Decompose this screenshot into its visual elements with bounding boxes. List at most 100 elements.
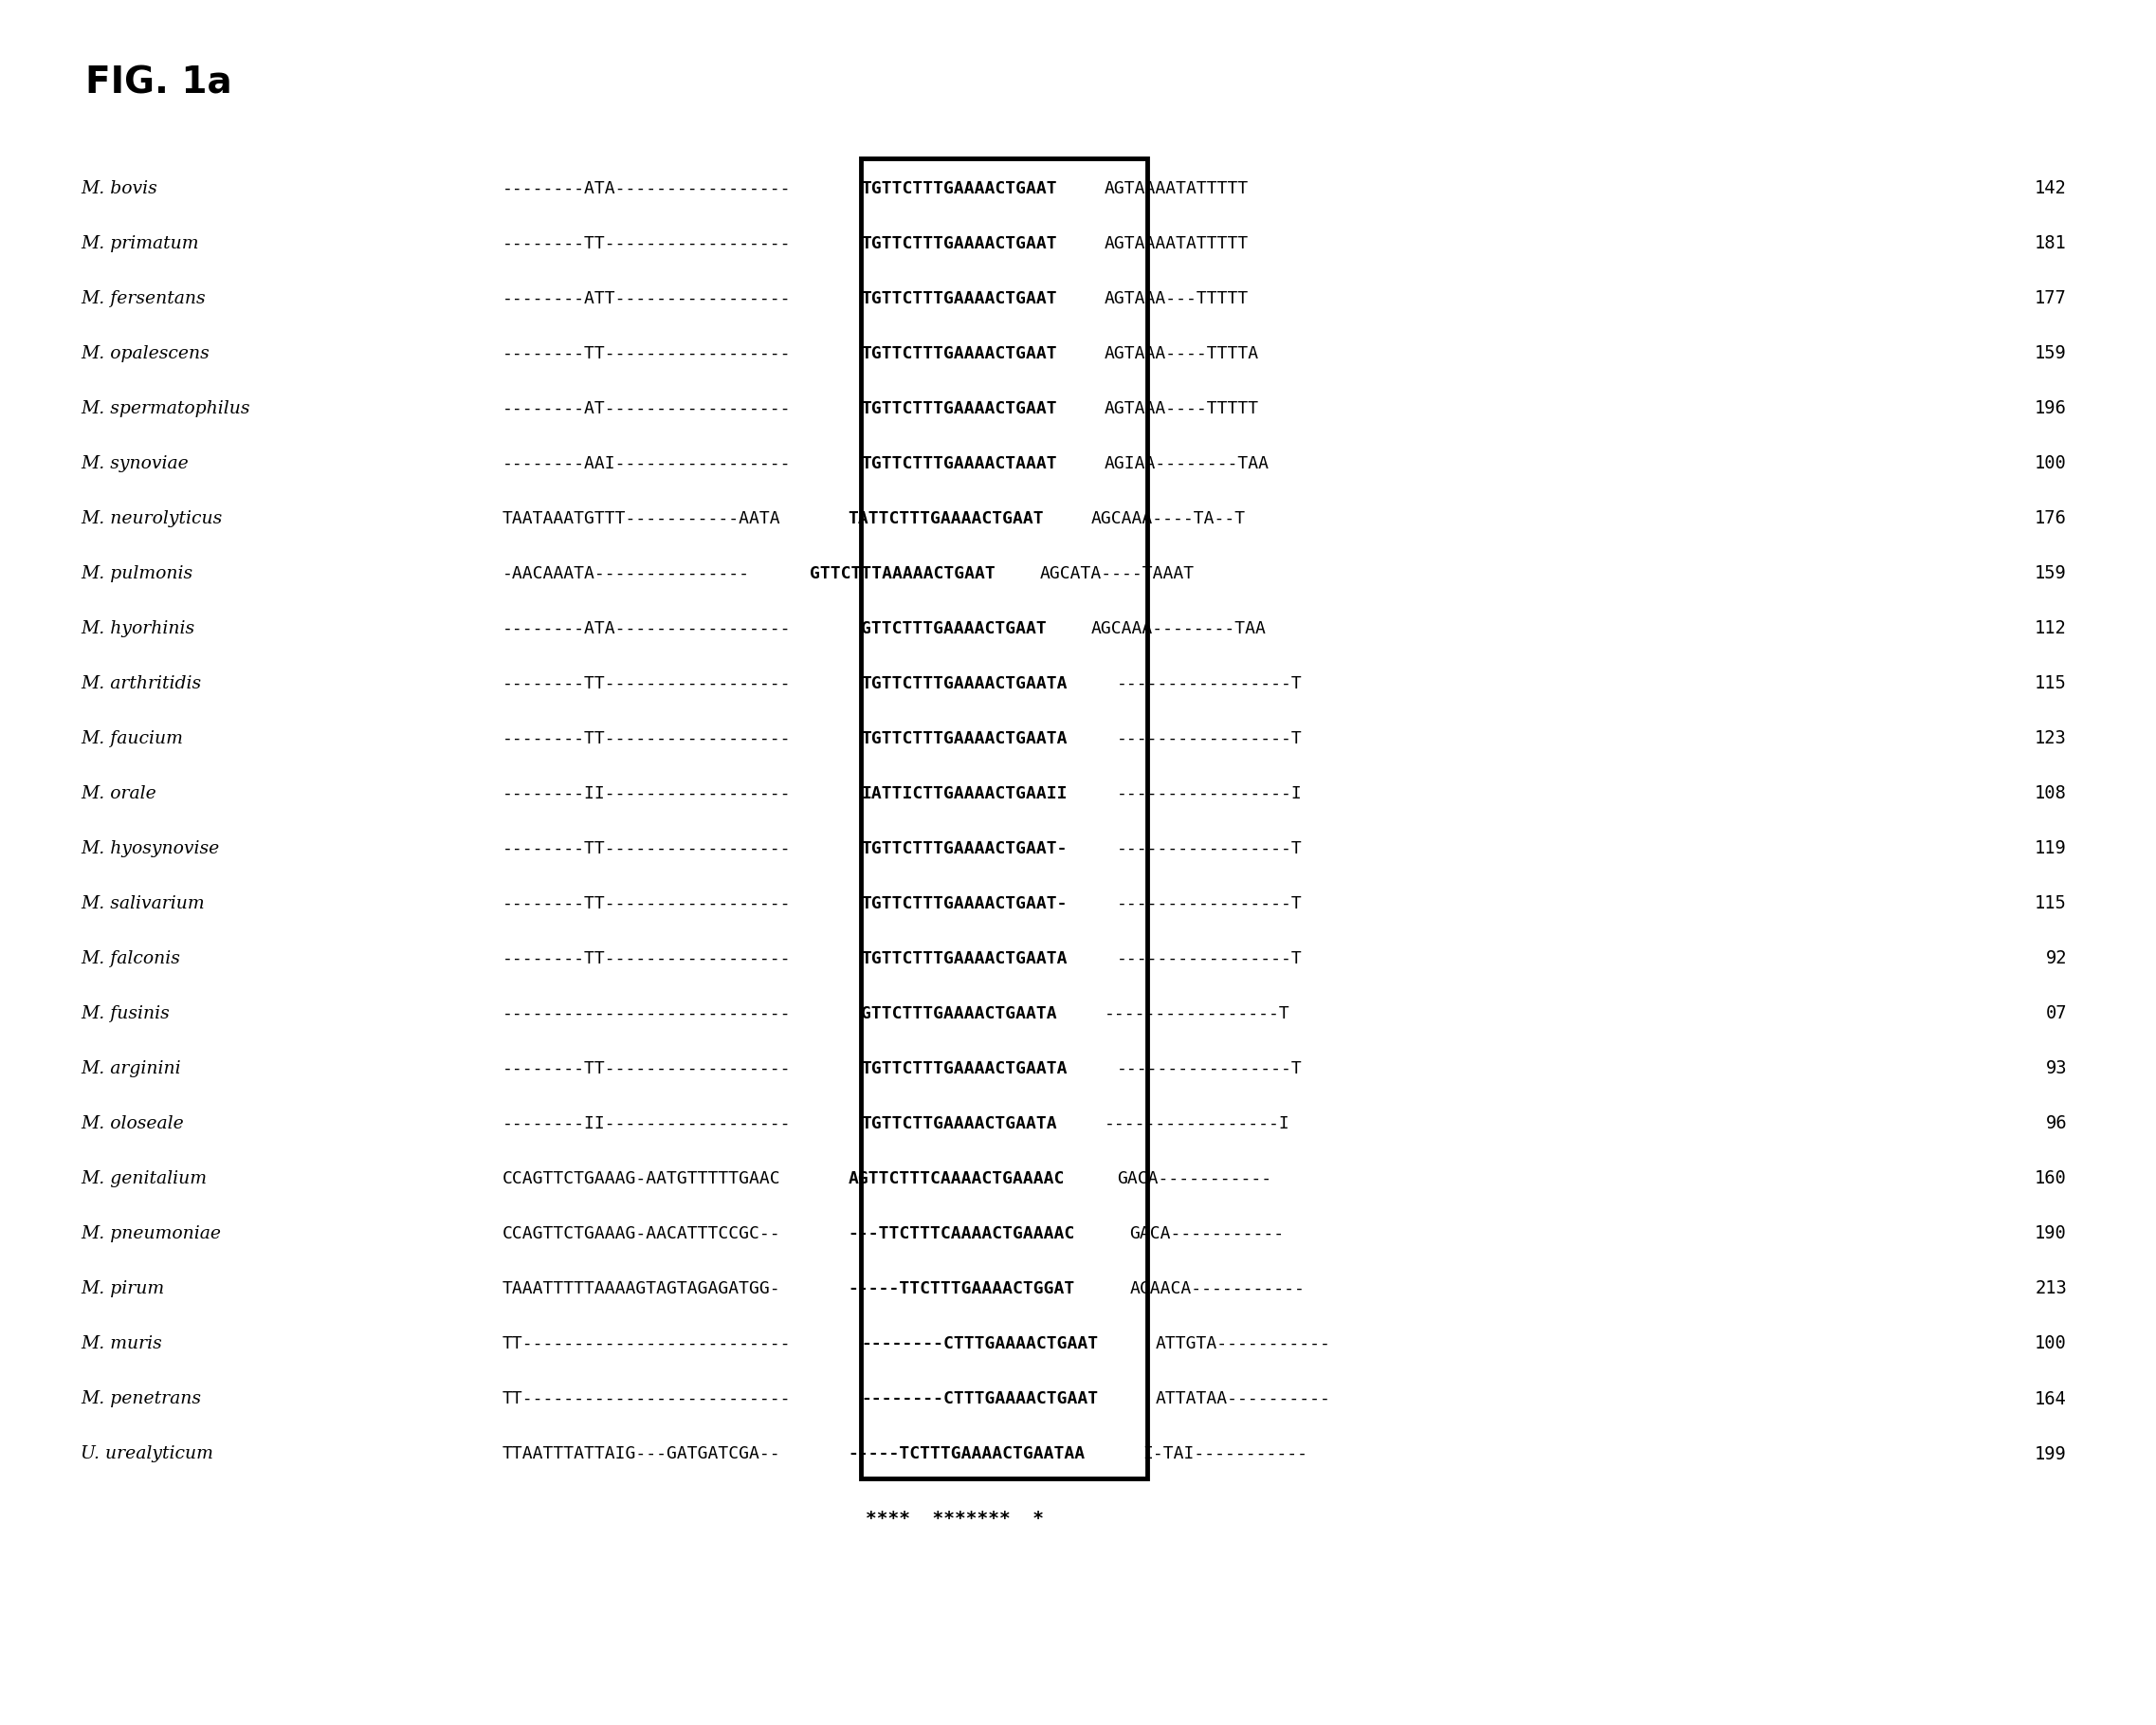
Text: 164: 164 [2035,1390,2068,1408]
Text: 112: 112 [2035,619,2068,638]
Text: AGCAAA--------TAA: AGCAAA--------TAA [1091,621,1266,637]
Text: M. pneumoniae: M. pneumoniae [80,1225,220,1242]
Text: M. hyosynovise: M. hyosynovise [80,840,220,857]
Text: 213: 213 [2035,1280,2068,1297]
Text: M. faucium: M. faucium [80,730,183,747]
Text: GACA-----------: GACA----------- [1130,1225,1285,1242]
Text: GTTCTTTGAAAACTGAAT: GTTCTTTGAAAACTGAAT [860,621,1046,637]
Text: M. salivarium: M. salivarium [80,895,205,913]
Text: AGTAAA----TTTTA: AGTAAA----TTTTA [1104,345,1259,362]
Text: AGTAAA----TTTTT: AGTAAA----TTTTT [1104,400,1259,417]
Text: --------II------------------: --------II------------------ [502,1116,791,1132]
Text: --------II------------------: --------II------------------ [502,785,791,802]
Text: M. spermatophilus: M. spermatophilus [80,400,250,417]
Text: 96: 96 [2046,1114,2068,1133]
Text: IATTICTTGAAAACTGAAII: IATTICTTGAAAACTGAAII [860,785,1067,802]
Text: M. bovis: M. bovis [80,179,157,197]
Text: 07: 07 [2046,1004,2068,1023]
Text: 190: 190 [2035,1225,2068,1242]
Text: 115: 115 [2035,674,2068,693]
Text: M. falconis: M. falconis [80,950,179,968]
Text: TGTTCTTTGAAAACTGAAT: TGTTCTTTGAAAACTGAAT [860,235,1056,252]
Text: TTAATTTATTAIG---GATGATCGA--: TTAATTTATTAIG---GATGATCGA-- [502,1446,780,1463]
Text: -----------------T: -----------------T [1117,895,1302,913]
Text: TGTTCTTTGAAAACTGAATA: TGTTCTTTGAAAACTGAATA [860,950,1067,968]
Text: GTTCTTTAAAAACTGAAT: GTTCTTTAAAAACTGAAT [811,566,996,583]
Text: ---TTCTTTCAAAACTGAAAAC: ---TTCTTTCAAAACTGAAAAC [847,1225,1076,1242]
Text: M. synoviae: M. synoviae [80,455,188,473]
Text: M. muris: M. muris [80,1335,162,1352]
Text: --------ATA-----------------: --------ATA----------------- [502,621,791,637]
Text: 159: 159 [2035,564,2068,583]
Text: GTTCTTTGAAAACTGAATA: GTTCTTTGAAAACTGAATA [860,1006,1056,1023]
Bar [860,159,1147,1478]
Text: AGTAAAATATTTTT: AGTAAAATATTTTT [1104,179,1248,197]
Text: TGTTCTTTGAAAACTGAAT: TGTTCTTTGAAAACTGAAT [860,290,1056,307]
Text: 142: 142 [2035,179,2068,198]
Text: -----------------T: -----------------T [1117,950,1302,968]
Text: -----------------I: -----------------I [1104,1116,1289,1132]
Text: AGTAAAATATTTTT: AGTAAAATATTTTT [1104,235,1248,252]
Text: -----------------T: -----------------T [1104,1006,1289,1023]
Text: TGTTCTTTGAAAACTGAAT: TGTTCTTTGAAAACTGAAT [860,179,1056,197]
Text: 196: 196 [2035,400,2068,417]
Text: 93: 93 [2046,1059,2068,1078]
Text: TGTTCTTTGAAAACTGAAT: TGTTCTTTGAAAACTGAAT [860,345,1056,362]
Text: ----------------------------: ---------------------------- [502,1006,791,1023]
Text: U. urealyticum: U. urealyticum [80,1446,213,1463]
Text: 119: 119 [2035,840,2068,857]
Text: TAAATTTTTAAAAGTAGTAGAGATGG-: TAAATTTTTAAAAGTAGTAGAGATGG- [502,1280,780,1297]
Text: M. oloseale: M. oloseale [80,1116,183,1132]
Text: TT--------------------------: TT-------------------------- [502,1390,791,1408]
Text: M. hyorhinis: M. hyorhinis [80,621,194,637]
Text: AGCAAA----TA--T: AGCAAA----TA--T [1091,511,1246,528]
Text: M. neurolyticus: M. neurolyticus [80,511,222,528]
Text: ATTGTA-----------: ATTGTA----------- [1156,1335,1330,1352]
Text: TGTTCTTGAAAACTGAATA: TGTTCTTGAAAACTGAATA [860,1116,1056,1132]
Text: CCAGTTCTGAAAG-AACATTTCCGC--: CCAGTTCTGAAAG-AACATTTCCGC-- [502,1225,780,1242]
Text: TGTTCTTTGAAAACTGAATA: TGTTCTTTGAAAACTGAATA [860,1061,1067,1078]
Text: --------TT------------------: --------TT------------------ [502,730,791,747]
Text: -----------------I: -----------------I [1117,785,1302,802]
Text: TAATAAATGTTT-----------AATA: TAATAAATGTTT-----------AATA [502,511,780,528]
Text: -----------------T: -----------------T [1117,674,1302,692]
Text: --------TT------------------: --------TT------------------ [502,674,791,692]
Text: ****  *******  *: **** ******* * [865,1509,1044,1527]
Text: 159: 159 [2035,345,2068,362]
Text: --------AAI-----------------: --------AAI----------------- [502,455,791,473]
Text: 160: 160 [2035,1170,2068,1189]
Text: 108: 108 [2035,785,2068,802]
Text: AGCATA----TAAAT: AGCATA----TAAAT [1039,566,1194,583]
Text: --------TT------------------: --------TT------------------ [502,235,791,252]
Text: TGTTCTTTGAAAACTGAATA: TGTTCTTTGAAAACTGAATA [860,730,1067,747]
Text: TGTTCTTTGAAAACTGAAT: TGTTCTTTGAAAACTGAAT [860,400,1056,417]
Text: M. pulmonis: M. pulmonis [80,566,192,583]
Text: TT--------------------------: TT-------------------------- [502,1335,791,1352]
Text: TGTTCTTTGAAAACTGAAT-: TGTTCTTTGAAAACTGAAT- [860,840,1067,857]
Text: TGTTCTTTGAAAACTAAAT: TGTTCTTTGAAAACTAAAT [860,455,1056,473]
Text: -----TCTTTGAAAACTGAATAA: -----TCTTTGAAAACTGAATAA [847,1446,1084,1463]
Text: -----------------T: -----------------T [1117,730,1302,747]
Text: 199: 199 [2035,1446,2068,1463]
Text: M. arginini: M. arginini [80,1061,181,1078]
Text: 100: 100 [2035,1335,2068,1352]
Text: AGIAA--------TAA: AGIAA--------TAA [1104,455,1270,473]
Text: ACAACA-----------: ACAACA----------- [1130,1280,1304,1297]
Text: -----------------T: -----------------T [1117,840,1302,857]
Text: M. arthritidis: M. arthritidis [80,674,201,692]
Text: --------TT------------------: --------TT------------------ [502,345,791,362]
Text: FIG. 1a: FIG. 1a [86,66,233,102]
Text: --------TT------------------: --------TT------------------ [502,950,791,968]
Text: TATTCTTTGAAAACTGAAT: TATTCTTTGAAAACTGAAT [847,511,1044,528]
Text: 176: 176 [2035,509,2068,528]
Text: 123: 123 [2035,730,2068,747]
Text: 92: 92 [2046,950,2068,968]
Text: -AACAAATA---------------: -AACAAATA--------------- [502,566,750,583]
Text: GACA-----------: GACA----------- [1117,1170,1272,1187]
Text: TGTTCTTTGAAAACTGAAT-: TGTTCTTTGAAAACTGAAT- [860,895,1067,913]
Text: --------CTTTGAAAACTGAAT: --------CTTTGAAAACTGAAT [860,1335,1097,1352]
Text: M. fersentans: M. fersentans [80,290,205,307]
Text: 115: 115 [2035,895,2068,913]
Text: 177: 177 [2035,290,2068,307]
Text: --------CTTTGAAAACTGAAT: --------CTTTGAAAACTGAAT [860,1390,1097,1408]
